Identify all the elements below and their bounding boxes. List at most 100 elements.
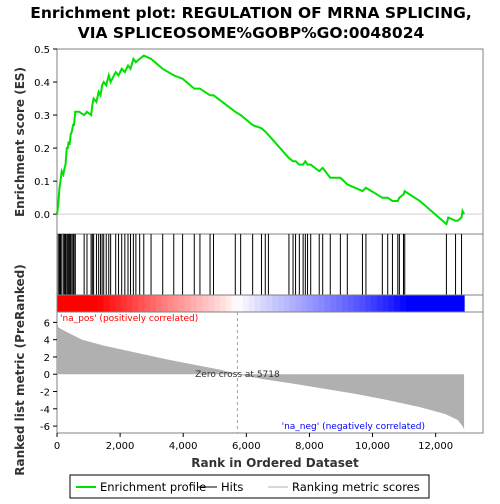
colorbar-segment	[248, 295, 256, 312]
colorbar-segment	[336, 295, 343, 312]
es-y-axis-label: Enrichment score (ES)	[13, 67, 27, 217]
colorbar-segment	[347, 295, 355, 312]
colorbar-segment	[434, 295, 442, 312]
x-axis-label: Rank in Ordered Dataset	[191, 456, 359, 470]
colorbar-segment	[417, 295, 424, 312]
colorbar-segment	[400, 295, 407, 312]
chart-title-line2: VIA SPLICEOSOME%GOBP%GO:0048024	[78, 24, 425, 42]
metric-y-tick-label: 6	[44, 318, 50, 329]
legend-enrichment-profile-label: Enrichment profile	[100, 480, 206, 494]
hits-panel-frame	[56, 233, 484, 296]
colorbar-segment	[91, 295, 99, 312]
legend: Enrichment profile Hits Ranking metric sco…	[76, 480, 420, 494]
x-axis-ticks: 0 2,000 4,000 6,000 8,000 10,000 12,000	[54, 433, 453, 452]
es-panel-frame	[56, 48, 484, 235]
colorbar-segment	[429, 295, 436, 312]
colorbar-segment	[103, 295, 110, 312]
x-tick-label: 12,000	[418, 441, 453, 452]
legend-ranking-metric-label: Ranking metric scores	[292, 480, 420, 494]
positive-correlation-label: 'na_pos' (positively correlated)	[60, 314, 198, 324]
colorbar-segment	[341, 295, 349, 312]
colorbar-segment	[62, 295, 70, 312]
colorbar-segment	[266, 295, 273, 312]
colorbar-segment	[446, 295, 454, 312]
metric-y-tick-label: 4	[44, 336, 50, 347]
colorbar-segment	[376, 295, 384, 312]
colorbar-segment	[353, 295, 360, 312]
colorbar-segment	[97, 295, 105, 312]
colorbar-segment	[405, 295, 413, 312]
zero-cross-label: Zero cross at 5718	[195, 370, 280, 380]
colorbar-segment	[144, 295, 151, 312]
colorbar-segment	[371, 295, 378, 312]
x-tick-label: 0	[54, 441, 60, 452]
colorbar-segment	[388, 295, 395, 312]
colorbar-segment	[167, 295, 174, 312]
negative-correlation-label: 'na_neg' (negatively correlated)	[282, 422, 425, 432]
colorbar-segment	[289, 295, 297, 312]
colorbar-segment	[411, 295, 419, 312]
colorbar-segment	[173, 295, 180, 312]
x-tick-label: 10,000	[355, 441, 390, 452]
colorbar-segment	[324, 295, 331, 312]
colorbar-segment	[190, 295, 198, 312]
es-y-tick-label: 0.3	[34, 111, 50, 122]
metric-y-tick-label: -2	[40, 388, 50, 399]
colorbar-segment	[74, 295, 81, 312]
colorbar-segment	[301, 295, 308, 312]
colorbar-segment	[126, 295, 134, 312]
hits-group	[57, 234, 463, 295]
colorbar-segment	[283, 295, 291, 312]
colorbar-segment	[452, 295, 459, 312]
colorbar-segment	[295, 295, 302, 312]
colorbar-segment	[208, 295, 215, 312]
colorbar-segment	[382, 295, 390, 312]
colorbar-segment	[150, 295, 157, 312]
colorbar-segment	[86, 295, 93, 312]
colorbar-segment	[359, 295, 366, 312]
colorbar-segment	[68, 295, 76, 312]
colorbar-segment	[225, 295, 233, 312]
colorbar-segment	[260, 295, 267, 312]
colorbar-segment	[365, 295, 372, 312]
colorbar-segment	[243, 295, 250, 312]
enrichment-profile-line	[56, 54, 465, 226]
colorbar-segment	[231, 295, 238, 312]
ranking-metric-area	[57, 322, 465, 430]
colorbar-segment	[394, 295, 401, 312]
colorbar-segment	[80, 295, 87, 312]
metric-y-tick-label: -6	[40, 422, 50, 433]
colorbar-segment	[196, 295, 203, 312]
colorbar-segment	[179, 295, 186, 312]
colorbar-segment	[312, 295, 320, 312]
metric-y-axis-label: Ranked list metric (PreRanked)	[13, 264, 27, 476]
colorbar-segment	[219, 295, 227, 312]
es-y-tick-label: 0.1	[34, 177, 50, 188]
colorbar-segment	[109, 295, 116, 312]
colorbar-segment	[307, 295, 314, 312]
x-tick-label: 2,000	[106, 441, 135, 452]
x-tick-label: 8,000	[295, 441, 324, 452]
colorbar-segment	[138, 295, 145, 312]
metric-y-tick-label: -4	[40, 405, 50, 416]
metric-y-tick-label: 2	[44, 353, 50, 364]
es-y-tick-label: 0.0	[34, 210, 50, 221]
es-y-ticks: 0.0 0.1 0.2 0.3 0.4 0.5	[34, 45, 57, 221]
colorbar-segment	[440, 295, 448, 312]
colorbar-segment	[318, 295, 326, 312]
colorbar-segment	[155, 295, 163, 312]
colorbar-segment	[330, 295, 337, 312]
colorbar-segment	[237, 295, 244, 312]
x-tick-label: 6,000	[232, 441, 261, 452]
colorbar-segment	[254, 295, 262, 312]
ranking-color-bar	[57, 295, 465, 312]
x-tick-label: 4,000	[169, 441, 198, 452]
colorbar-segment	[161, 295, 169, 312]
colorbar-segment	[120, 295, 128, 312]
colorbar-segment	[57, 295, 64, 312]
colorbar-segment	[132, 295, 140, 312]
es-y-tick-label: 0.5	[34, 45, 50, 56]
es-y-tick-label: 0.4	[34, 78, 50, 89]
